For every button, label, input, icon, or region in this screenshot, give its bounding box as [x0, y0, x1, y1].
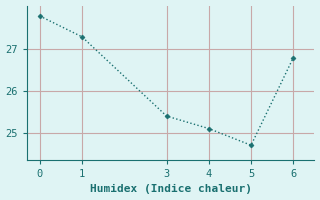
X-axis label: Humidex (Indice chaleur): Humidex (Indice chaleur)	[90, 184, 252, 194]
